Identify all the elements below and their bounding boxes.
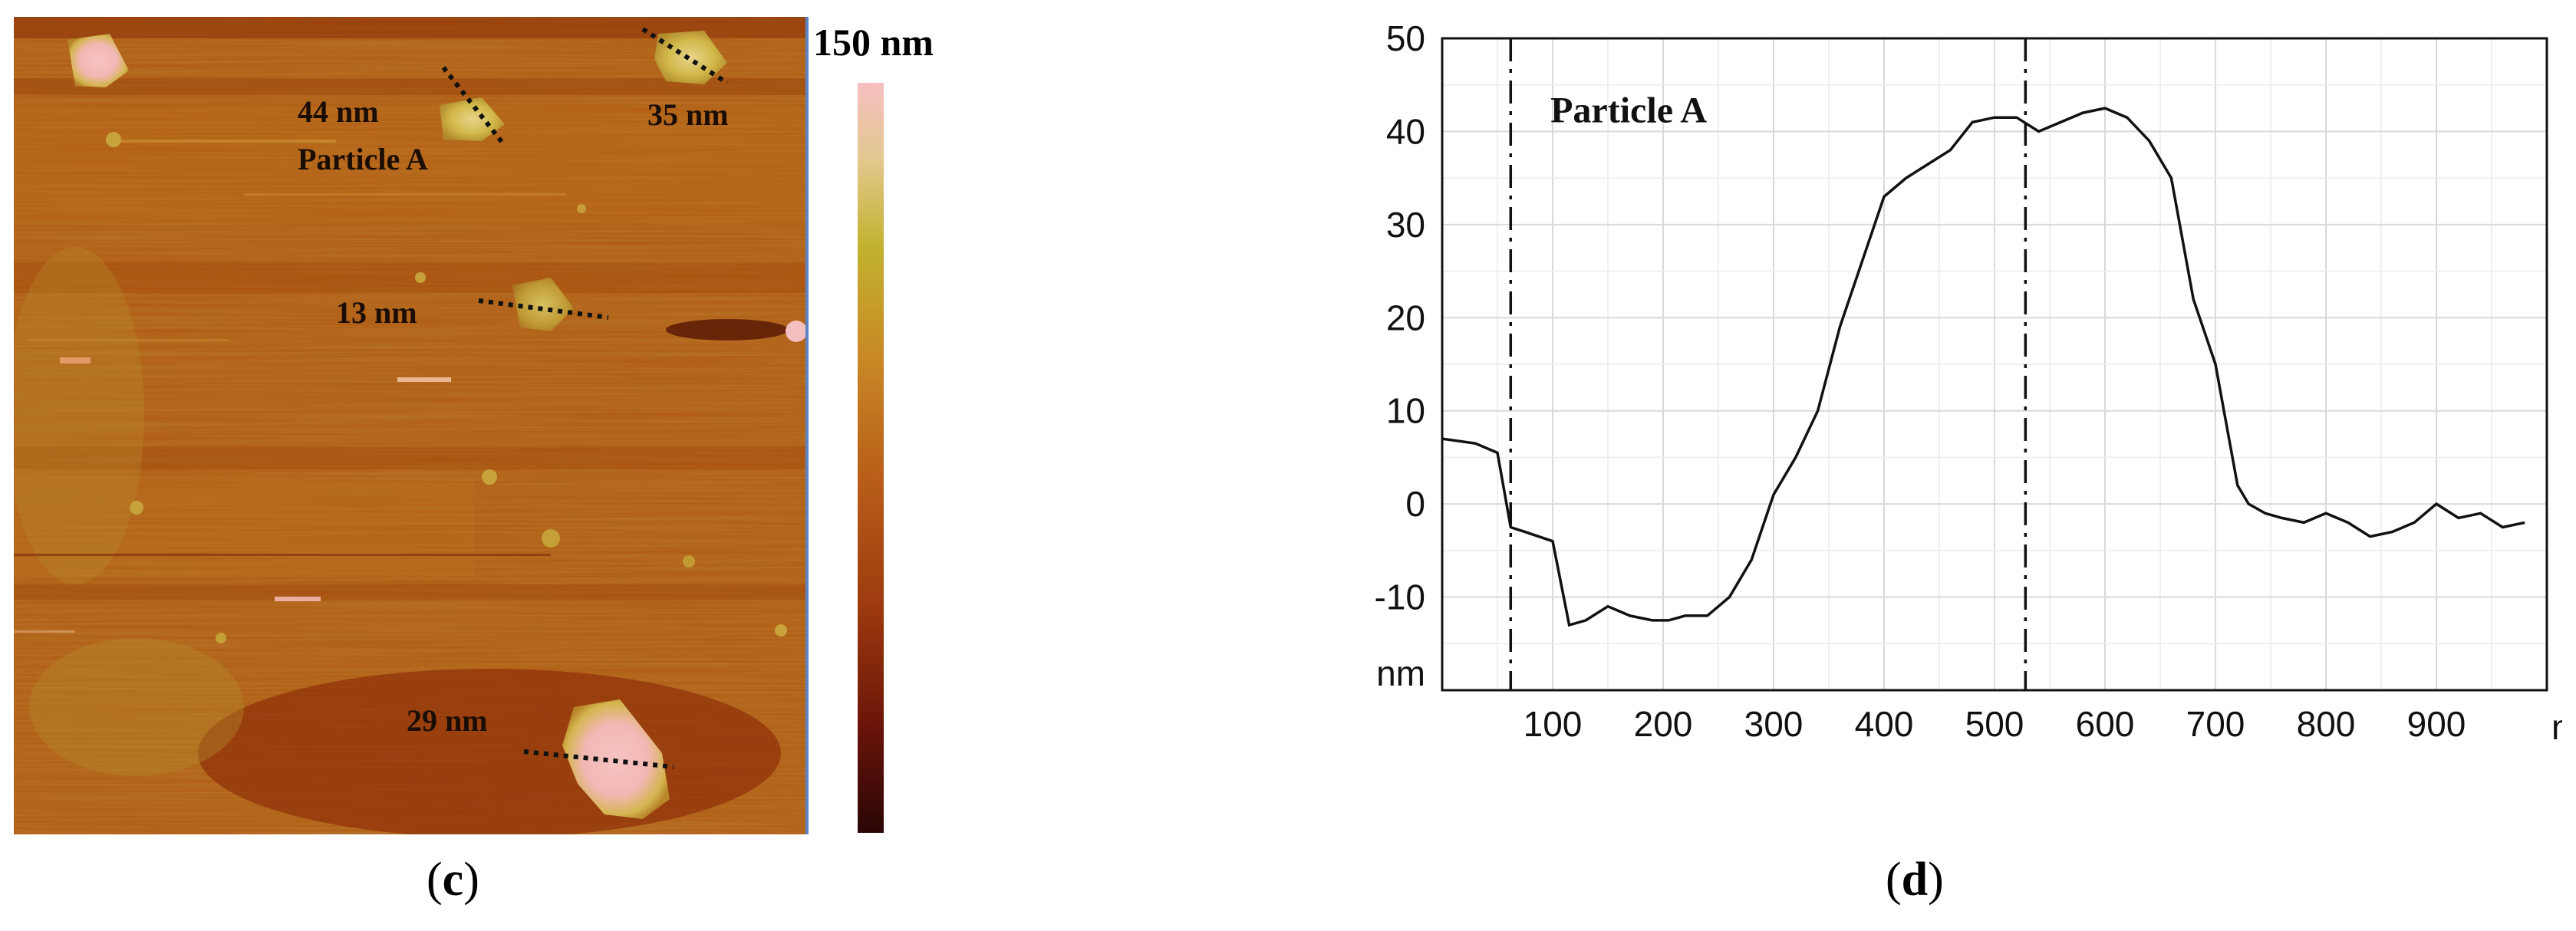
particle-a-label: Particle A <box>298 142 428 176</box>
afm-scan-line <box>441 66 507 147</box>
panel-c-caption: (c) <box>427 853 479 907</box>
afm-streak <box>106 140 336 143</box>
afm-particle <box>654 31 727 84</box>
x-tick-label: 600 <box>2076 704 2135 744</box>
panel-d-close: ) <box>1928 854 1944 906</box>
x-tick-label: 100 <box>1524 704 1583 744</box>
afm-dark-band <box>14 262 809 293</box>
y-tick-labels: 50 40 30 20 10 0 -10 <box>1375 23 1425 617</box>
y-tick-label: 10 <box>1386 391 1425 431</box>
y-axis-unit: nm <box>1376 653 1425 693</box>
y-tick-label: 0 <box>1405 484 1425 524</box>
x-tick-label: 700 <box>2186 704 2245 744</box>
panel-c-open: ( <box>427 854 443 906</box>
afm-speck <box>482 469 497 485</box>
afm-haze <box>14 247 144 584</box>
afm-speck <box>775 624 787 637</box>
particle-height-label-29: 29 nm <box>407 703 488 738</box>
y-tick-label: 30 <box>1386 205 1425 245</box>
afm-scan-line <box>478 298 609 320</box>
afm-speck <box>542 529 560 548</box>
afm-height-map <box>14 17 809 834</box>
afm-streak <box>60 357 91 364</box>
afm-dark-band <box>14 446 809 469</box>
panel-d-open: ( <box>1886 854 1902 906</box>
afm-height-image: 44 nm Particle A 35 nm 13 nm 29 nm <box>14 17 809 834</box>
plot-frame <box>1441 37 2548 692</box>
afm-streak <box>275 597 321 601</box>
afm-streak <box>14 630 75 633</box>
chart-grid <box>1442 38 2547 690</box>
afm-particle <box>440 97 505 141</box>
afm-speck <box>216 633 226 643</box>
afm-dark-band <box>14 78 809 95</box>
x-tick-label: 200 <box>1634 704 1693 744</box>
afm-speck <box>786 321 807 342</box>
afm-streak <box>14 554 551 556</box>
y-tick-label: 20 <box>1386 298 1425 337</box>
particle-height-label-44: 44 nm <box>298 94 379 129</box>
afm-speck <box>130 501 143 515</box>
panel-c-letter: c <box>442 854 464 906</box>
height-colorbar <box>858 83 884 833</box>
x-axis-unit: nm <box>2551 707 2562 747</box>
colorbar-max-label: 150 nm <box>813 21 934 64</box>
afm-dark-band <box>14 584 809 600</box>
afm-haze <box>29 638 244 776</box>
particle-height-label-35: 35 nm <box>647 97 729 132</box>
particle-a-annotation: Particle A <box>1550 90 1707 130</box>
x-tick-label: 800 <box>2297 704 2356 744</box>
x-tick-label: 500 <box>1965 704 2024 744</box>
afm-speck <box>106 132 121 147</box>
afm-dark-region <box>198 669 781 834</box>
afm-streak <box>29 339 229 341</box>
afm-dark-region <box>666 319 789 340</box>
afm-speck <box>415 272 426 283</box>
y-tick-label: 40 <box>1386 111 1425 151</box>
afm-speck <box>683 555 695 567</box>
afm-streak <box>244 193 566 196</box>
afm-particle <box>512 278 574 331</box>
y-tick-label: 50 <box>1386 23 1425 58</box>
afm-light-band <box>14 477 474 577</box>
chart-markers <box>1509 38 2028 690</box>
y-tick-label: -10 <box>1375 577 1425 617</box>
particle-height-label-13: 13 nm <box>336 295 417 330</box>
x-tick-labels: 100 200 300 400 500 600 700 800 900 <box>1524 704 2466 744</box>
x-tick-label: 900 <box>2407 704 2466 744</box>
afm-scan-line <box>641 27 729 85</box>
panel-d-caption: (d) <box>1886 853 1944 907</box>
panel-c-close: ) <box>463 854 479 906</box>
afm-streak <box>397 377 451 382</box>
afm-speck <box>577 204 586 213</box>
x-tick-label: 300 <box>1744 704 1804 744</box>
profile-line <box>1441 107 2525 627</box>
afm-light-band <box>14 107 809 222</box>
panel-d-letter: d <box>1901 854 1929 906</box>
afm-particle <box>68 34 129 87</box>
x-tick-label: 400 <box>1855 704 1914 744</box>
